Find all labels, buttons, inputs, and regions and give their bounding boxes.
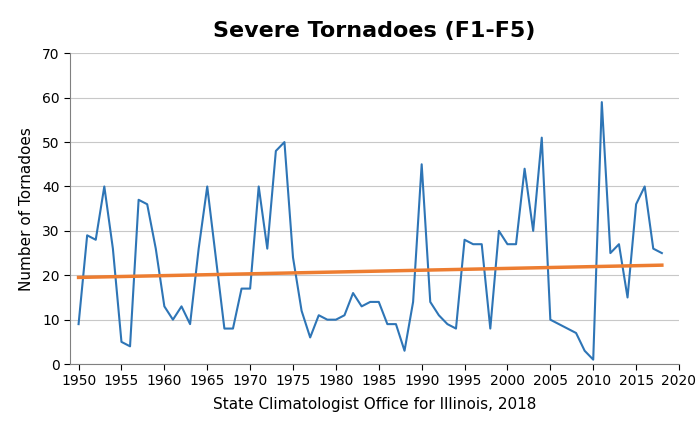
Title: Severe Tornadoes (F1-F5): Severe Tornadoes (F1-F5) [214, 20, 536, 40]
X-axis label: State Climatologist Office for Illinois, 2018: State Climatologist Office for Illinois,… [213, 397, 536, 412]
Y-axis label: Number of Tornadoes: Number of Tornadoes [19, 127, 34, 291]
